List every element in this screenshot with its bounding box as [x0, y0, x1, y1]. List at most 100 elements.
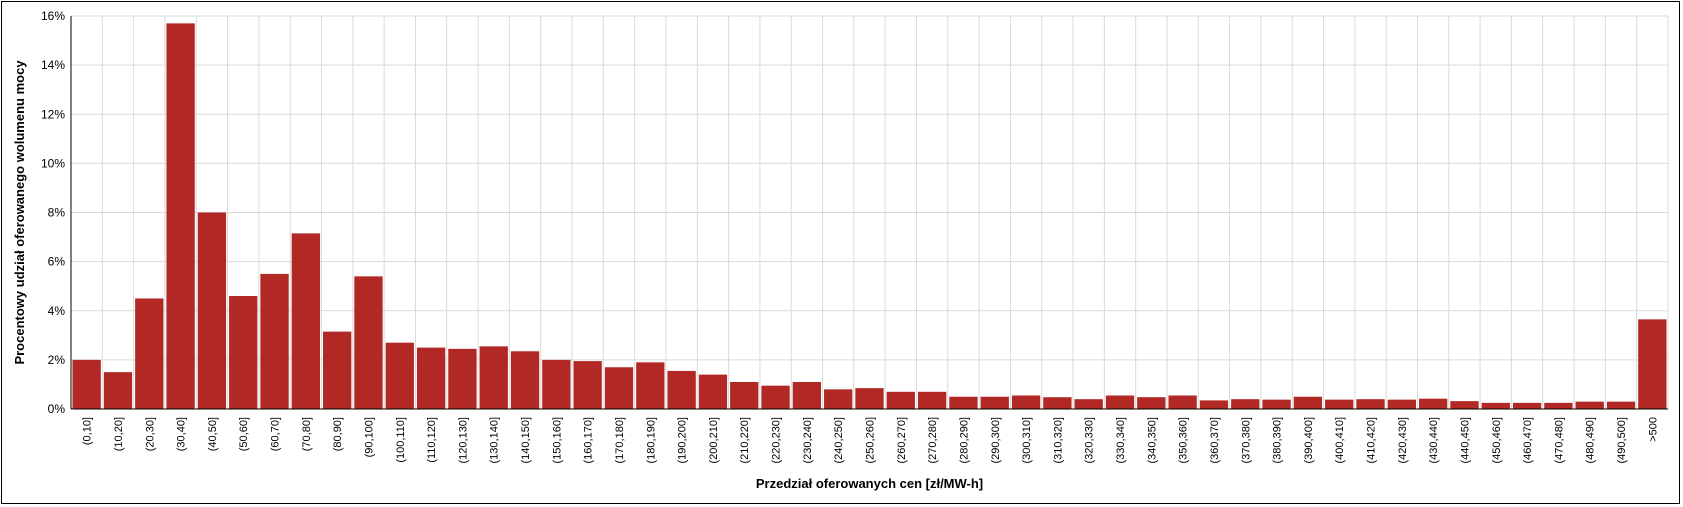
- x-tick-label: (350,360]: [1178, 417, 1190, 463]
- x-tick-label: (50,60]: [238, 417, 250, 451]
- bar: [1512, 402, 1542, 409]
- axes: [70, 16, 1668, 410]
- x-tick-label: (20,30]: [144, 417, 156, 451]
- x-tick-label: (440,450]: [1459, 417, 1471, 463]
- x-tick-label: (490,500]: [1616, 417, 1628, 463]
- x-tick-label: (250,260]: [865, 417, 877, 463]
- bar: [1450, 401, 1479, 409]
- bar: [260, 273, 289, 409]
- x-tick-label: (230,240]: [802, 417, 814, 463]
- x-tick-label: (300,310]: [1021, 417, 1033, 463]
- x-tick-label: (150,160]: [551, 417, 563, 463]
- bar: [197, 212, 227, 409]
- bar: [980, 396, 1009, 409]
- bar: [886, 391, 915, 409]
- bar: [542, 359, 571, 409]
- bar: [1137, 397, 1166, 409]
- x-tick-label: (130,140]: [489, 417, 501, 463]
- x-tick-label: (240,250]: [833, 417, 845, 463]
- bar: [1544, 402, 1573, 409]
- bar: [604, 367, 634, 409]
- bar: [1575, 401, 1604, 409]
- x-tick-label: (270,280]: [927, 417, 939, 463]
- x-tick-labels: (0,10] (10,20] (20,30] (30,40] (40,50] (50,60…: [82, 417, 1660, 463]
- x-tick-label: (200,210]: [708, 417, 720, 463]
- bar: [949, 396, 978, 409]
- x-tick-label: (190,200]: [677, 417, 689, 463]
- x-tick-label: (220,230]: [771, 417, 783, 463]
- x-tick-label: (180,190]: [645, 417, 657, 463]
- y-tick-label: 14%: [41, 58, 65, 72]
- bar: [667, 370, 696, 409]
- bar: [510, 351, 540, 409]
- bar: [479, 346, 508, 409]
- x-tick-label: (30,40]: [176, 417, 188, 451]
- bar: [917, 391, 947, 409]
- bar: [1105, 395, 1135, 409]
- x-tick-label: (280,290]: [958, 417, 970, 463]
- x-tick-label: (100,110]: [395, 417, 407, 463]
- bar: [135, 298, 164, 409]
- x-tick-label: (40,50]: [207, 417, 219, 451]
- bar: [1262, 399, 1291, 409]
- bar: [1356, 399, 1385, 409]
- y-axis-title: Procentowy udział oferowanego wolumenu m…: [12, 60, 27, 365]
- x-tick-label: (70,80]: [301, 417, 313, 451]
- bar: [1606, 401, 1636, 409]
- x-tick-label: (10,20]: [113, 417, 125, 451]
- y-tick-label: 0%: [48, 402, 66, 416]
- bar: [1481, 402, 1510, 409]
- x-tick-label: (390,400]: [1303, 417, 1315, 463]
- x-tick-label: (320,330]: [1084, 417, 1096, 463]
- bar: [72, 359, 101, 409]
- x-tick-label: (120,130]: [457, 417, 469, 463]
- bar: [1043, 397, 1072, 409]
- x-axis-title: Przedział oferowanych cen [zł/MW-h]: [756, 476, 983, 491]
- bar: [573, 361, 602, 409]
- x-tick-label: (210,220]: [739, 417, 751, 463]
- bar: [1168, 395, 1197, 409]
- x-tick-label: (290,300]: [990, 417, 1002, 463]
- y-tick-label: 10%: [41, 156, 65, 170]
- x-tick-label: (470,480]: [1553, 417, 1565, 463]
- y-tick-label: 4%: [48, 304, 66, 318]
- y-tick-label: 6%: [48, 255, 66, 269]
- x-tick-label: >500: [1647, 417, 1659, 442]
- y-tick-label: 2%: [48, 353, 66, 367]
- bar: [855, 388, 884, 409]
- bar-series: [72, 23, 1667, 410]
- bar: [636, 362, 665, 409]
- x-tick-label: (410,420]: [1366, 417, 1378, 463]
- bar: [824, 389, 853, 409]
- bar: [761, 385, 790, 409]
- bar: [1074, 399, 1103, 409]
- bar: [1199, 400, 1229, 409]
- bar: [1387, 399, 1416, 409]
- bar: [291, 233, 321, 409]
- y-tick-label: 8%: [48, 206, 66, 220]
- bar: [1638, 319, 1667, 409]
- x-tick-label: (420,430]: [1397, 417, 1409, 463]
- bar: [448, 348, 477, 409]
- x-tick-label: (370,380]: [1240, 417, 1252, 463]
- x-tick-label: (110,120]: [426, 417, 438, 463]
- x-tick-label: (430,440]: [1428, 417, 1440, 463]
- x-tick-label: (330,340]: [1115, 417, 1127, 463]
- x-tick-label: (480,490]: [1585, 417, 1597, 463]
- x-tick-label: (310,320]: [1052, 417, 1064, 463]
- y-tick-labels: 0% 2% 4% 6% 8% 10% 12% 14% 16%: [41, 9, 65, 416]
- bar: [1011, 395, 1041, 409]
- x-tick-label: (360,370]: [1209, 417, 1221, 463]
- bar: [730, 381, 759, 409]
- bar: [698, 374, 728, 409]
- bar: [1293, 396, 1323, 409]
- bar: [792, 381, 822, 409]
- y-tick-label: 12%: [41, 107, 65, 121]
- x-tick-label: (450,460]: [1491, 417, 1503, 463]
- x-tick-label: (260,270]: [896, 417, 908, 463]
- x-tick-label: (340,350]: [1146, 417, 1158, 463]
- x-tick-label: (160,170]: [583, 417, 595, 463]
- x-tick-label: (400,410]: [1334, 417, 1346, 463]
